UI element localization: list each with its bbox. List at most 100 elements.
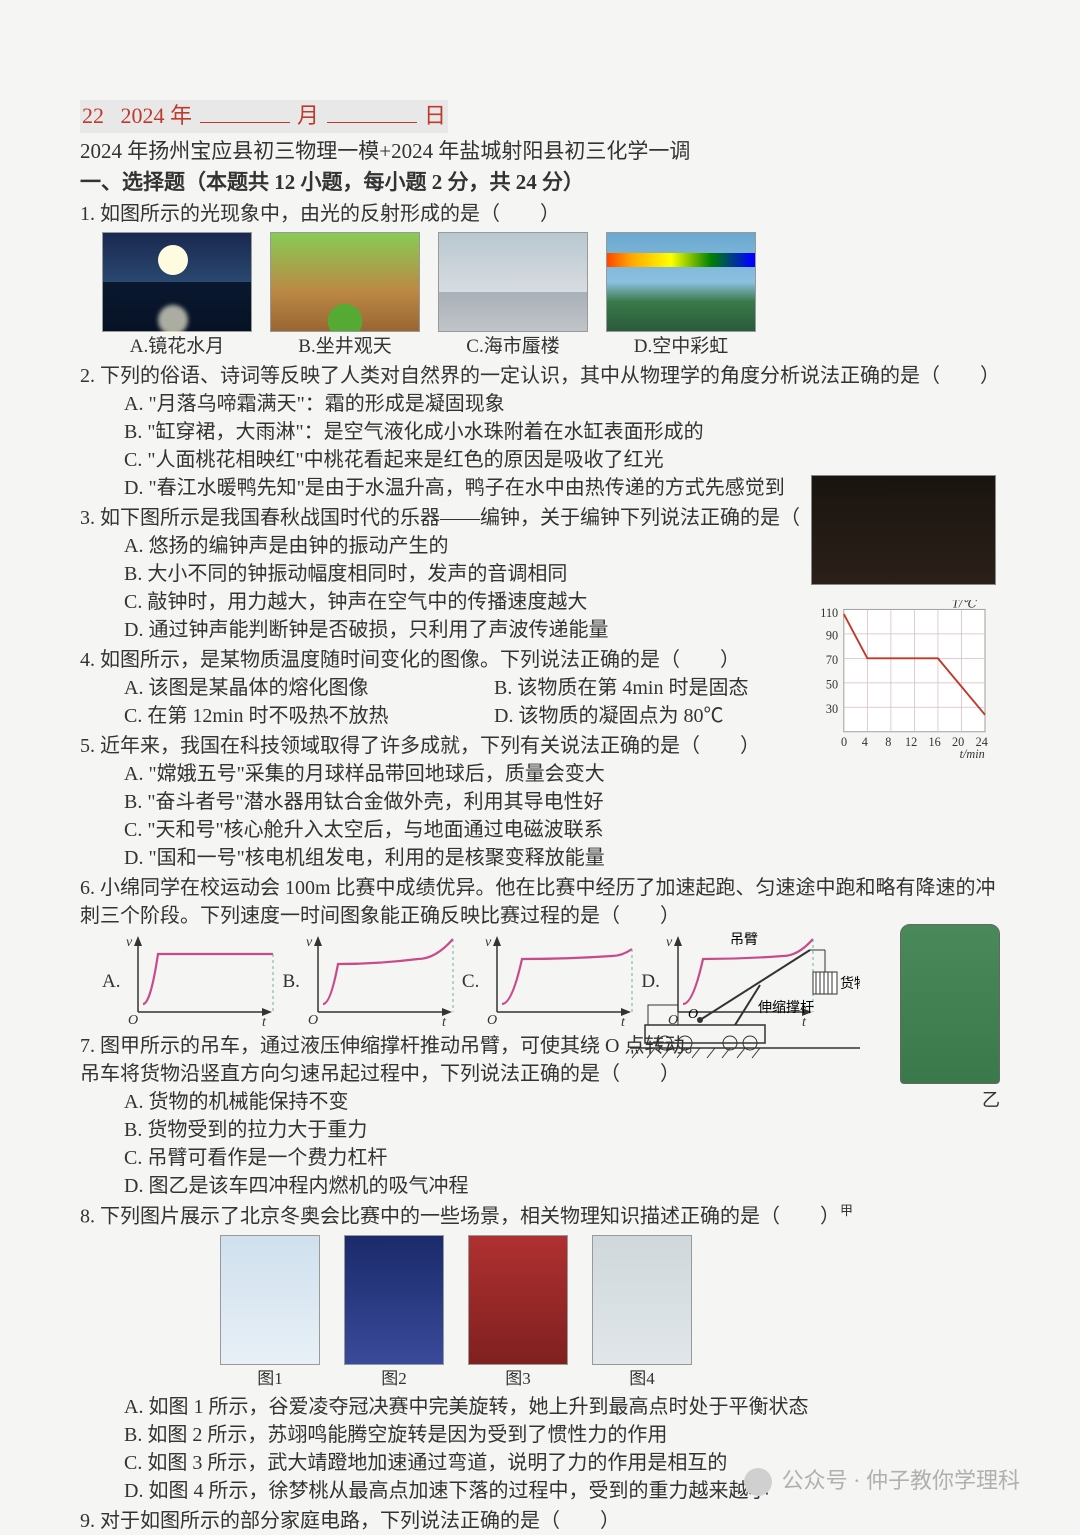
ski-image-1 <box>220 1235 320 1365</box>
q5-d: D. "国和一号"核电机组发电，利用的是核聚变释放能量 <box>80 844 1000 872</box>
bell-chime-image <box>811 475 996 585</box>
q8-cap3: 图3 <box>505 1367 531 1391</box>
section-heading: 一、选择题（本题共 12 小题，每小题 2 分，共 24 分） <box>80 168 1000 197</box>
q4-b: B. 该物质在第 4min 时是固态 <box>494 674 748 702</box>
crane-arm-label: 吊臂 <box>730 932 758 948</box>
q7-a: A. 货物的机械能保持不变 <box>80 1088 1000 1116</box>
crane-rod-label: 伸缩撑杆 <box>758 1000 814 1016</box>
ski-image-4 <box>592 1235 692 1365</box>
svg-text:30: 30 <box>826 702 838 716</box>
day-blank <box>327 122 417 123</box>
q8-stem: 8. 下列图片展示了北京冬奥会比赛中的一些场景，相关物理知识描述正确的是（ ）甲 <box>80 1202 1000 1231</box>
svg-text:90: 90 <box>826 629 838 643</box>
month-label: 月 <box>297 103 319 128</box>
q2-b: B. "缸穿裙，大雨淋"：是空气液化成小水珠附着在水缸表面形成的 <box>80 418 1000 446</box>
moon-reflection-image <box>102 232 252 332</box>
day-label: 日 <box>424 103 446 128</box>
q8-a: A. 如图 1 所示，谷爱凌夺冠决赛中完美旋转，她上升到最高点时处于平衡状态 <box>80 1393 1000 1421</box>
q9-stem: 9. 对于如图所示的部分家庭电路，下列说法正确的是（ ） <box>80 1507 1000 1535</box>
q8-cap2: 图2 <box>381 1367 407 1391</box>
exam-title: 2024 年扬州宝应县初三物理一模+2024 年盐城射阳县初三化学一调 <box>80 137 1000 166</box>
svg-text:v: v <box>126 935 133 950</box>
q8-b: B. 如图 2 所示，苏翊鸣能腾空旋转是因为受到了惯性力的作用 <box>80 1421 1000 1449</box>
svg-text:t: t <box>621 1015 626 1030</box>
q1-cap-c: C.海市蜃楼 <box>466 334 559 361</box>
crane-pivot-label: O <box>688 1007 698 1022</box>
svg-text:O: O <box>487 1013 497 1028</box>
temperature-graph: 1109070 5030 048 121620 24 T/℃ t/min <box>810 600 1000 760</box>
question-9: 9. 对于如图所示的部分家庭电路，下列说法正确的是（ ） <box>80 1507 1000 1535</box>
crane-diagram: 吊臂 伸缩撑杆 货物 O <box>630 930 860 1060</box>
ski-image-3 <box>468 1235 568 1365</box>
year: 2024 年 <box>121 103 193 128</box>
svg-text:t: t <box>442 1015 447 1030</box>
watermark: 公众号 · 仲子教你学理科 <box>744 1466 1020 1497</box>
q6-label-a: A. <box>102 969 120 996</box>
well-image <box>270 232 420 332</box>
q8-images: 图1 图2 图3 图4 <box>220 1235 1000 1391</box>
svg-text:50: 50 <box>826 677 838 691</box>
q1-images: A.镜花水月 B.坐井观天 C.海市蜃楼 D.空中彩虹 <box>102 232 1000 361</box>
q1-opt-d: D.空中彩虹 <box>606 232 756 361</box>
graph-ylabel: T/℃ <box>952 600 977 611</box>
svg-text:O: O <box>128 1013 138 1028</box>
q1-cap-d: D.空中彩虹 <box>634 334 728 361</box>
svg-text:v: v <box>485 935 492 950</box>
watermark-text: 公众号 · 仲子教你学理科 <box>782 1466 1020 1497</box>
question-7: 7. 图甲所示的吊车，通过液压伸缩撑杆推动吊臂，可使其绕 O 点转动。 吊车将货… <box>80 1032 1000 1200</box>
ski-image-2 <box>344 1235 444 1365</box>
mirage-image <box>438 232 588 332</box>
svg-text:0: 0 <box>841 735 847 749</box>
q6-stem1: 6. 小绵同学在校运动会 100m 比赛中成绩优异。他在比赛中经历了加速起跑、匀… <box>80 874 1000 902</box>
q1-stem: 1. 如图所示的光现象中，由光的反射形成的是（ ） <box>80 200 1000 228</box>
header-date: 22 2024 年 月 日 <box>80 100 448 133</box>
q1-cap-a: A.镜花水月 <box>130 334 224 361</box>
q2-stem: 2. 下列的俗语、诗词等反映了人类对自然界的一定认识，其中从物理学的角度分析说法… <box>80 362 1000 390</box>
svg-text:8: 8 <box>885 735 891 749</box>
q4-c: C. 在第 12min 时不吸热不放热 <box>124 702 494 730</box>
q1-opt-a: A.镜花水月 <box>102 232 252 361</box>
wechat-icon <box>744 1468 772 1496</box>
vt-graph-a: v Ot <box>126 934 276 1030</box>
month-blank <box>200 122 290 123</box>
q2-c: C. "人面桃花相映红"中桃花看起来是红色的原因是吸收了红光 <box>80 446 1000 474</box>
vt-graph-b: v Ot <box>306 934 456 1030</box>
q6-label-c: C. <box>462 969 479 996</box>
svg-text:4: 4 <box>862 735 868 749</box>
q7-d: D. 图乙是该车四冲程内燃机的吸气冲程 <box>80 1172 1000 1200</box>
q6-label-b: B. <box>282 969 299 996</box>
question-8: 8. 下列图片展示了北京冬奥会比赛中的一些场景，相关物理知识描述正确的是（ ）甲… <box>80 1202 1000 1504</box>
q2-a: A. "月落乌啼霜满天"：霜的形成是凝固现象 <box>80 390 1000 418</box>
svg-text:12: 12 <box>905 735 917 749</box>
q6-graphs: A. vOt B. vOt C. vOt D. vOt <box>102 934 1000 1030</box>
graph-xlabel: t/min <box>960 747 985 760</box>
engine-diagram <box>900 924 1000 1084</box>
q1-cap-b: B.坐井观天 <box>298 334 391 361</box>
vt-graph-c: v Ot <box>485 934 635 1030</box>
q7-b: B. 货物受到的拉力大于重力 <box>80 1116 1000 1144</box>
q8-cap4: 图4 <box>629 1367 655 1391</box>
svg-text:v: v <box>306 935 313 950</box>
crane-cargo-label: 货物 <box>840 975 860 992</box>
engine-caption: 乙 <box>982 1088 1000 1113</box>
question-6: 6. 小绵同学在校运动会 100m 比赛中成绩优异。他在比赛中经历了加速起跑、匀… <box>80 874 1000 1030</box>
page-num: 22 <box>82 103 104 128</box>
svg-text:110: 110 <box>820 606 838 620</box>
q8-cap1: 图1 <box>257 1367 283 1391</box>
q4-a: A. 该图是某晶体的熔化图像 <box>124 674 494 702</box>
q7-stem1: 7. 图甲所示的吊车，通过液压伸缩撑杆推动吊臂，可使其绕 O 点转动。 <box>80 1032 1000 1060</box>
svg-text:70: 70 <box>826 653 838 667</box>
q5-a: A. "嫦娥五号"采集的月球样品带回地球后，质量会变大 <box>80 760 1000 788</box>
question-1: 1. 如图所示的光现象中，由光的反射形成的是（ ） A.镜花水月 B.坐井观天 … <box>80 200 1000 361</box>
q6-stem2: 刺三个阶段。下列速度一时间图象能正确反映比赛过程的是（ ） <box>80 902 1000 930</box>
q1-opt-b: B.坐井观天 <box>270 232 420 361</box>
q1-opt-c: C.海市蜃楼 <box>438 232 588 361</box>
q5-c: C. "天和号"核心舱升入太空后，与地面通过电磁波联系 <box>80 816 1000 844</box>
svg-text:O: O <box>308 1013 318 1028</box>
svg-text:16: 16 <box>929 735 941 749</box>
q4-d: D. 该物质的凝固点为 80℃ <box>494 702 723 730</box>
q5-b: B. "奋斗者号"潜水器用钛合金做外壳，利用其导电性好 <box>80 788 1000 816</box>
svg-text:t: t <box>262 1015 267 1030</box>
q7-stem2: 吊车将货物沿竖直方向匀速吊起过程中，下列说法正确的是（ ） <box>80 1060 1000 1088</box>
rainbow-image <box>606 232 756 332</box>
